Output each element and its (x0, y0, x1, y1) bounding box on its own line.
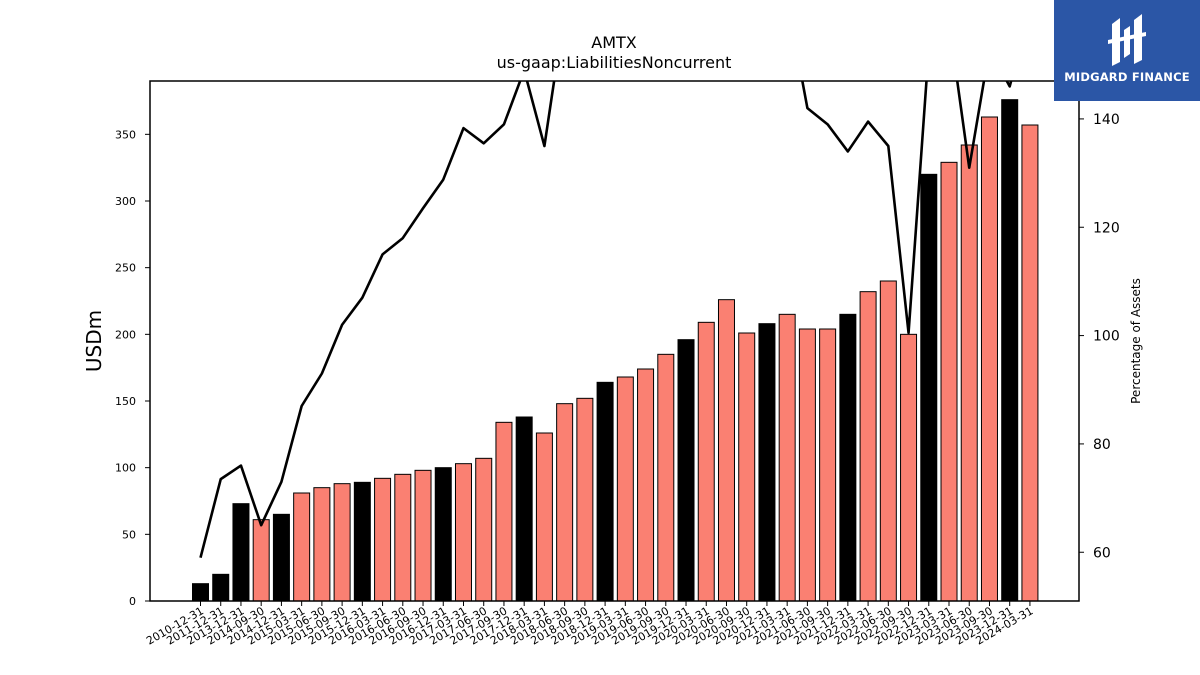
bar (839, 313, 857, 602)
y-axis-label: USDm (82, 310, 106, 372)
bar (758, 323, 776, 602)
bar (576, 397, 594, 602)
bar (232, 503, 250, 602)
bar (192, 583, 209, 602)
y-tick-label: 150 (115, 395, 136, 408)
bar (940, 161, 958, 602)
bar (556, 403, 574, 602)
bar (293, 492, 311, 602)
y2-tick-label: 60 (1093, 545, 1111, 561)
bar (515, 416, 533, 602)
bar (819, 328, 837, 602)
bar (414, 469, 432, 602)
bar (353, 481, 371, 602)
bar (1021, 124, 1039, 602)
y-tick-label: 300 (115, 195, 136, 208)
bar (272, 513, 290, 602)
y-tick-label: 200 (115, 328, 136, 341)
bar (394, 473, 412, 602)
y2-tick-label: 80 (1093, 437, 1111, 453)
percentage-line (199, 81, 1013, 558)
bar (657, 353, 675, 602)
bar (900, 333, 918, 602)
logo-mark-icon (1108, 14, 1146, 66)
y-tick-label: 50 (122, 528, 136, 541)
bar (313, 487, 331, 602)
bar (778, 313, 796, 602)
y2-tick-label: 140 (1093, 112, 1120, 128)
bar (333, 483, 351, 602)
y2-tick-label: 100 (1093, 329, 1120, 345)
bar (960, 144, 978, 602)
y-tick-label: 100 (115, 462, 136, 475)
plot-frame (149, 80, 1080, 602)
midgard-finance-logo: MIDGARD FINANCE (1054, 0, 1200, 101)
bar (616, 376, 634, 602)
bar (798, 328, 816, 602)
bar (980, 116, 998, 602)
bar (454, 463, 472, 602)
bar (697, 321, 715, 602)
bar (535, 432, 553, 602)
bar (252, 519, 270, 602)
bar (637, 368, 655, 602)
bar (717, 299, 735, 602)
plot-area: 05010015020025030035060801001201402010-1… (115, 80, 1120, 648)
logo-wordmark: MIDGARD FINANCE (1064, 70, 1190, 84)
bar (495, 421, 513, 602)
bar (596, 381, 614, 602)
y-tick-label: 250 (115, 262, 136, 275)
y2-tick-label: 120 (1093, 220, 1120, 236)
chart-title: AMTX (591, 33, 637, 52)
bar (859, 291, 877, 602)
bar (879, 280, 897, 602)
bar (738, 332, 756, 602)
y-tick-label: 0 (129, 595, 136, 608)
bar (212, 573, 230, 602)
bar (374, 477, 392, 602)
bar (434, 467, 452, 602)
bar (677, 339, 695, 602)
chart-subtitle: us-gaap:LiabilitiesNoncurrent (497, 53, 732, 72)
bar (1001, 99, 1019, 602)
bar (920, 173, 938, 602)
y-tick-label: 350 (115, 128, 136, 141)
bar (475, 457, 493, 602)
y2-axis-label: Percentage of Assets (1129, 278, 1143, 404)
